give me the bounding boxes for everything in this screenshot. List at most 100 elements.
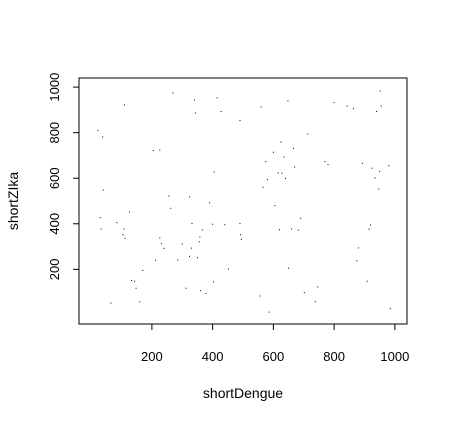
data-point <box>379 90 381 92</box>
data-point <box>155 259 157 261</box>
data-point <box>265 161 267 163</box>
x-tick-label: 200 <box>141 349 163 364</box>
data-point <box>239 223 241 225</box>
data-point <box>131 279 133 281</box>
data-point <box>189 255 191 257</box>
data-point <box>97 130 99 132</box>
x-tick-label: 800 <box>323 349 345 364</box>
data-point <box>277 172 279 174</box>
data-point <box>285 177 287 179</box>
data-points <box>97 90 391 313</box>
data-point <box>370 224 372 226</box>
data-point <box>128 211 130 213</box>
data-point <box>190 247 192 249</box>
data-point <box>288 267 290 269</box>
data-point <box>142 269 144 271</box>
data-point <box>198 241 200 243</box>
data-point <box>259 295 261 297</box>
data-point <box>163 247 165 249</box>
x-axis: 200 400 600 800 1000 <box>141 323 409 364</box>
data-point <box>379 170 381 172</box>
data-point <box>99 217 101 219</box>
data-point <box>122 234 124 236</box>
data-point <box>124 237 126 239</box>
data-point <box>268 311 270 313</box>
data-point <box>170 207 172 209</box>
data-point <box>201 229 203 231</box>
data-point <box>239 120 241 122</box>
x-tick-label: 1000 <box>380 349 409 364</box>
data-point <box>380 105 382 107</box>
y-tick-label: 200 <box>47 258 62 280</box>
data-point <box>291 228 293 230</box>
data-point <box>212 223 214 225</box>
data-point <box>353 108 355 110</box>
data-point <box>281 172 283 174</box>
data-point <box>368 228 370 230</box>
data-point <box>361 162 363 164</box>
x-axis-title: shortDengue <box>203 385 283 401</box>
data-point <box>181 243 183 245</box>
data-point <box>160 243 162 245</box>
data-point <box>294 166 296 168</box>
data-point <box>168 195 170 197</box>
y-axis: 200 400 600 800 1000 <box>47 73 80 280</box>
data-point <box>272 151 274 153</box>
data-point <box>177 259 179 261</box>
data-point <box>366 280 368 282</box>
data-point <box>389 308 391 310</box>
data-point <box>307 133 309 135</box>
data-point <box>333 102 335 104</box>
data-point <box>124 104 126 106</box>
data-point <box>199 236 201 238</box>
data-point <box>227 268 229 270</box>
data-point <box>292 147 294 149</box>
data-point <box>356 260 358 262</box>
data-point <box>100 228 102 230</box>
data-point <box>314 301 316 303</box>
data-point <box>374 177 376 179</box>
data-point <box>371 167 373 169</box>
x-tick-label: 400 <box>202 349 224 364</box>
data-point <box>220 110 222 112</box>
data-point <box>297 229 299 231</box>
data-point <box>280 141 282 143</box>
data-point <box>346 105 348 107</box>
y-tick-label: 800 <box>47 122 62 144</box>
x-tick-label: 600 <box>263 349 285 364</box>
y-tick-label: 600 <box>47 167 62 189</box>
data-point <box>262 186 264 188</box>
data-point <box>324 161 326 163</box>
data-point <box>189 196 191 198</box>
data-point <box>205 292 207 294</box>
data-point <box>317 286 319 288</box>
data-point <box>159 237 161 239</box>
data-point <box>213 171 215 173</box>
data-point <box>139 301 141 303</box>
data-point <box>327 164 329 166</box>
data-point <box>300 217 302 219</box>
data-point <box>216 97 218 99</box>
data-point <box>224 224 226 226</box>
data-point <box>357 247 359 249</box>
data-point <box>134 280 136 282</box>
data-point <box>199 290 201 292</box>
y-tick-label: 400 <box>47 213 62 235</box>
data-point <box>193 99 195 101</box>
data-point <box>110 302 112 304</box>
data-point <box>287 100 289 102</box>
data-point <box>266 179 268 181</box>
data-point <box>388 165 390 167</box>
data-point <box>283 156 285 158</box>
data-point <box>172 92 174 94</box>
data-point <box>102 136 104 138</box>
data-point <box>195 112 197 114</box>
data-point <box>260 106 262 108</box>
data-point <box>196 257 198 259</box>
data-point <box>278 229 280 231</box>
data-point <box>240 238 242 240</box>
y-axis-title: shortZIka <box>5 172 21 231</box>
data-point <box>102 189 104 191</box>
data-point <box>240 234 242 236</box>
